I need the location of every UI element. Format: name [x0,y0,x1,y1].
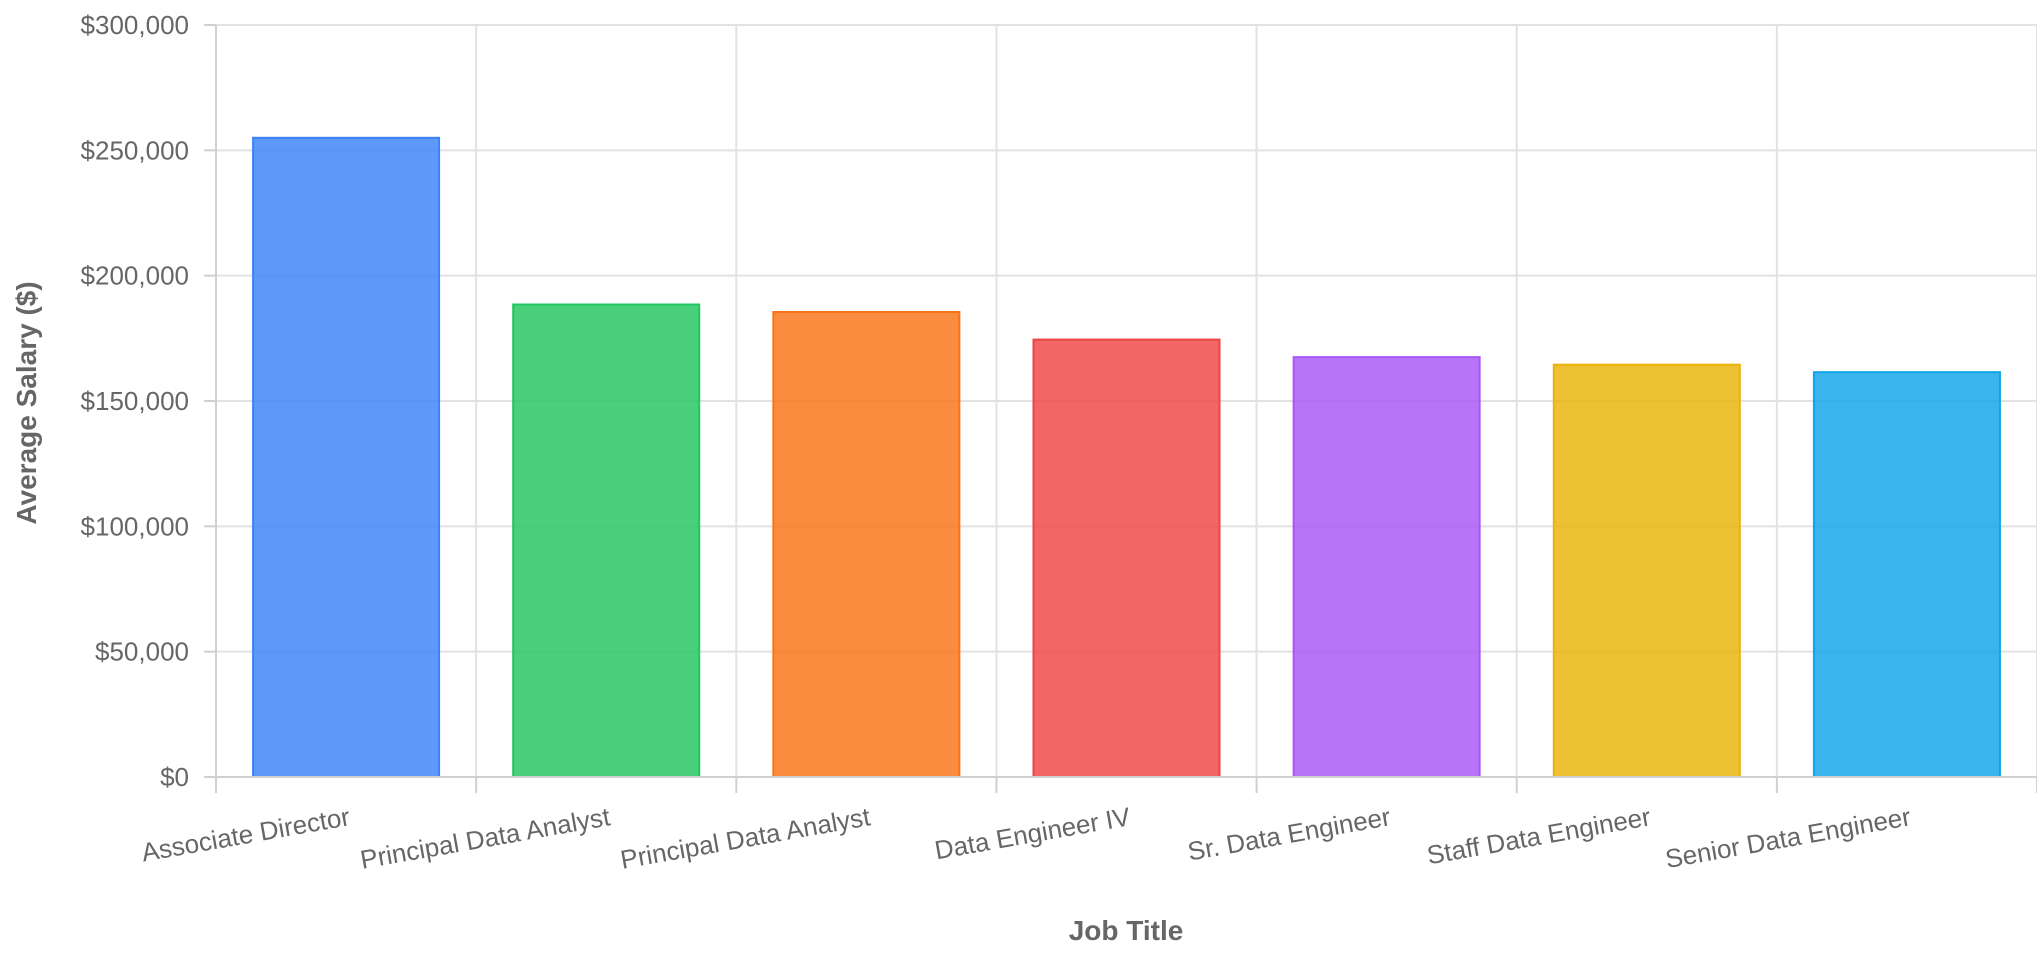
y-tick-label: $100,000 [81,511,189,541]
bar [512,303,701,778]
bar [772,311,961,778]
y-tick-labels: $0 $50,000 $100,000 $150,000 $200,000 $250,00… [81,10,189,792]
axes [204,24,2037,793]
x-tick-label: Principal Data Analyst [358,801,613,875]
x-axis-title: Job Title [1069,915,1184,946]
bar [1812,371,2001,778]
y-tick-label: $200,000 [81,261,189,291]
x-tick-label: Data Engineer IV [932,801,1133,865]
y-tick-label: $50,000 [95,637,189,667]
y-tick-label: $150,000 [81,386,189,416]
y-tick-label: $0 [160,762,189,792]
y-tick-label: $250,000 [81,135,189,165]
bar [1552,363,1741,778]
y-tick-label: $300,000 [81,10,189,40]
x-tick-label: Sr. Data Engineer [1185,801,1393,866]
x-tick-labels: Associate Director Principal Data Analyst… [139,801,1913,875]
x-tick-label: Senior Data Engineer [1663,801,1913,874]
x-tick-label: Associate Director [139,801,352,867]
x-tick-label: Staff Data Engineer [1425,801,1654,870]
bars [252,136,2001,779]
bar [1292,356,1481,778]
bar [1032,338,1221,778]
y-axis-title: Average Salary ($) [11,281,42,524]
bar [252,136,441,779]
x-tick-label: Principal Data Analyst [618,801,873,875]
